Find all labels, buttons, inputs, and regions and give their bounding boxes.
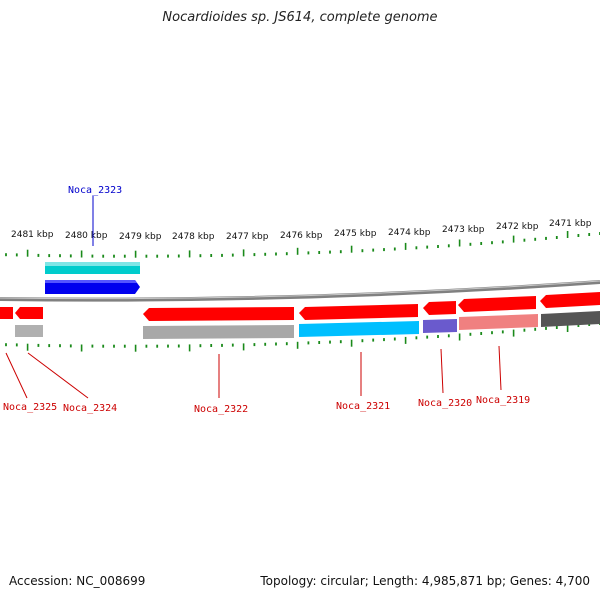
- gene-label-noca-2319[interactable]: Noca_2319: [476, 395, 530, 406]
- summary-text: Topology: circular; Length: 4,985,871 bp…: [260, 574, 590, 588]
- gene-noca-2322[interactable]: [143, 307, 294, 321]
- genome-backbone: [0, 280, 600, 302]
- gene-label-noca-2323[interactable]: Noca_2323: [68, 185, 122, 196]
- gene-noca-2322-outer: [143, 325, 294, 339]
- gene-noca-2323[interactable]: [45, 280, 140, 294]
- scale-label: 2477 kbp: [226, 232, 269, 242]
- gene-label-noca-2320[interactable]: Noca_2320: [418, 398, 472, 409]
- scale-label: 2478 kbp: [172, 232, 215, 242]
- scale-label: 2481 kbp: [11, 230, 54, 240]
- gene-noca-2324[interactable]: [15, 307, 43, 319]
- scale-labels: 2481 kbp 2480 kbp 2479 kbp 2478 kbp 2477…: [11, 219, 592, 242]
- gene-noca-2319-outer: [459, 314, 538, 330]
- gene-noca-2321-outer: [299, 321, 419, 337]
- scale-label: 2475 kbp: [334, 229, 377, 239]
- gene-labels: Noca_2323 Noca_2325 Noca_2324 Noca_2322 …: [3, 185, 530, 415]
- gene-noca-2320[interactable]: [423, 301, 456, 315]
- reverse-genes: [0, 292, 600, 339]
- gene-noca-2323-shade: [45, 280, 137, 283]
- gene-noca-2324-outer: [15, 325, 43, 337]
- gene-label-noca-2325[interactable]: Noca_2325: [3, 402, 57, 413]
- gene-noca-2323-outer-shade: [45, 262, 140, 266]
- leader-noca-2325: [5, 352, 28, 399]
- map-title: Nocardioides sp. JS614, complete genome: [162, 10, 438, 25]
- gene-noca-2321[interactable]: [299, 304, 418, 320]
- scale-label: 2480 kbp: [65, 231, 108, 241]
- leader-noca-2320: [440, 348, 444, 394]
- genome-backbone-highlight: [0, 280, 600, 300]
- forward-genes: [45, 262, 140, 294]
- scale-label: 2479 kbp: [119, 232, 162, 242]
- scale-label: 2474 kbp: [388, 228, 431, 238]
- scale-ticks-top: [5, 231, 600, 258]
- scale-label: 2473 kbp: [442, 225, 485, 235]
- gene-noca-2325[interactable]: [0, 307, 13, 319]
- scale-label: 2472 kbp: [496, 222, 539, 232]
- gene-label-noca-2321[interactable]: Noca_2321: [336, 401, 390, 412]
- scale-label: 2476 kbp: [280, 231, 323, 241]
- gene-label-noca-2322[interactable]: Noca_2322: [194, 404, 248, 415]
- leader-noca-2319: [498, 345, 502, 391]
- scale-ticks-bottom: [5, 322, 600, 352]
- label-leaders: [5, 196, 502, 399]
- gene-next-outer: [541, 311, 600, 327]
- gene-noca-2319[interactable]: [458, 296, 536, 312]
- scale-label: 2471 kbp: [549, 219, 592, 229]
- leader-noca-2324: [27, 352, 89, 399]
- accession-text: Accession: NC_008699: [9, 574, 146, 588]
- gene-next[interactable]: [540, 292, 600, 308]
- gene-label-noca-2324[interactable]: Noca_2324: [63, 403, 117, 414]
- gene-noca-2320-outer: [423, 319, 457, 333]
